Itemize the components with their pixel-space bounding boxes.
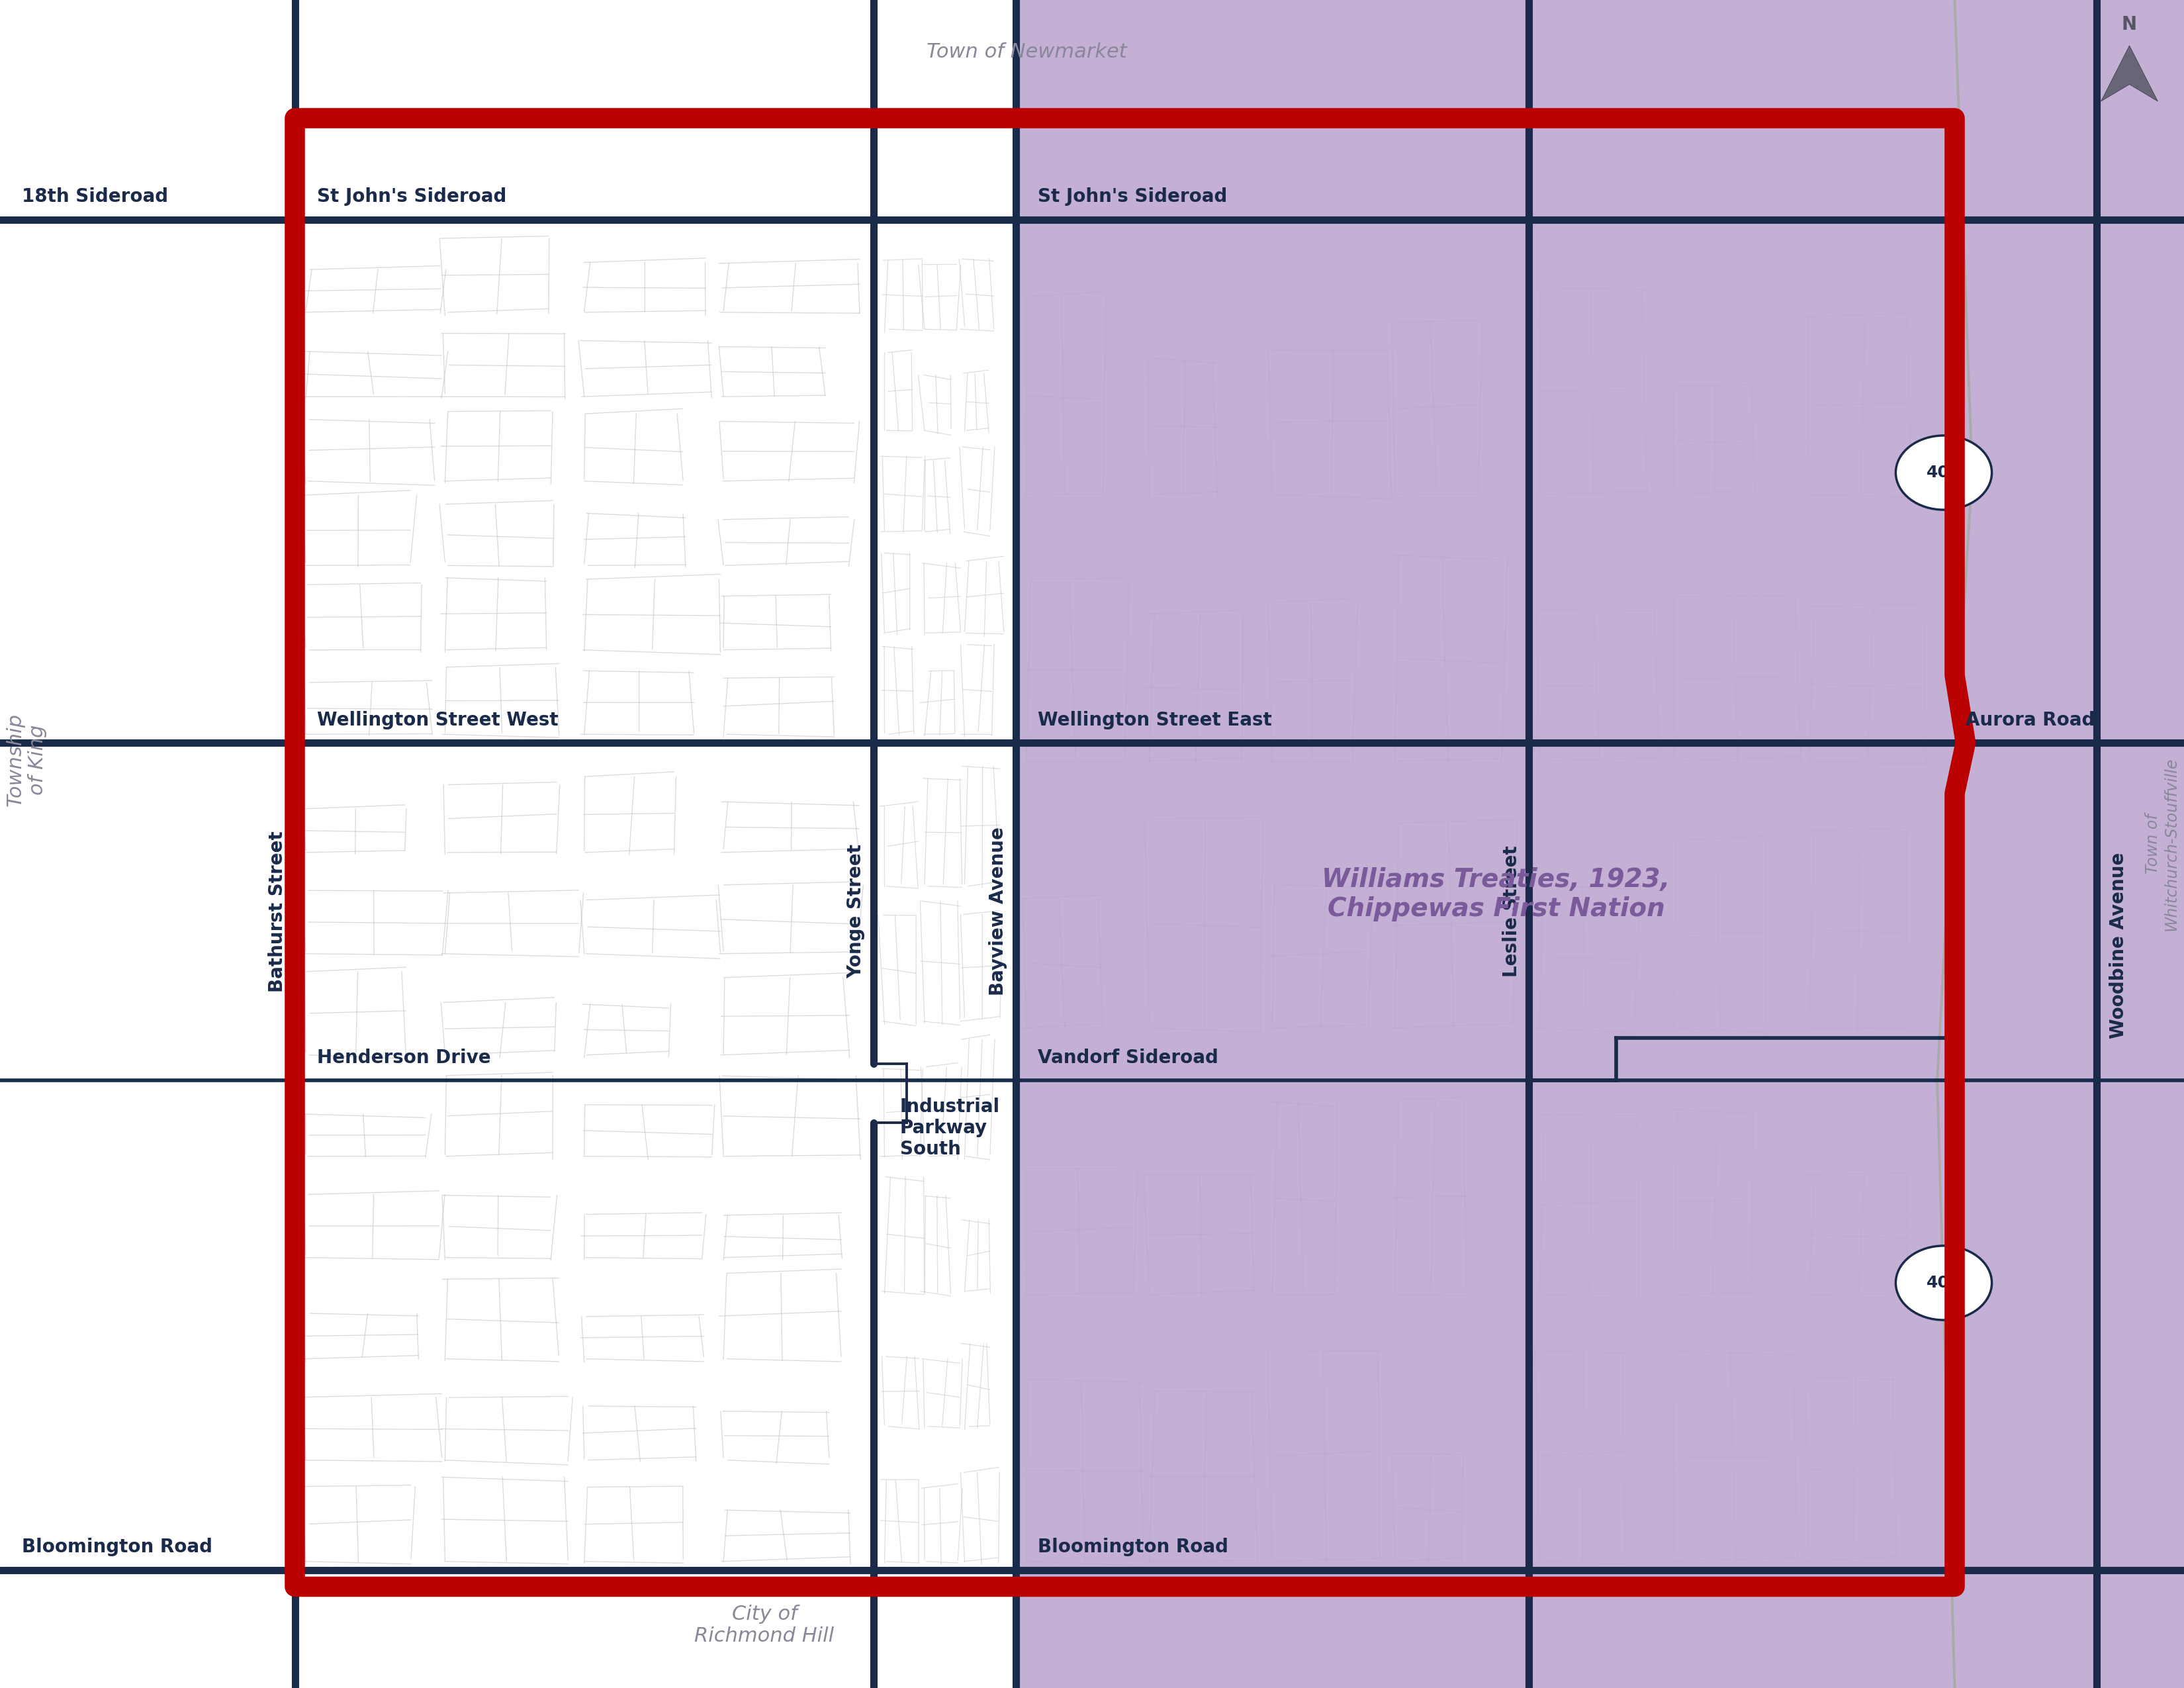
Text: Henderson Drive: Henderson Drive (317, 1048, 491, 1067)
Text: 404: 404 (1926, 464, 1961, 481)
Text: Bloomington Road: Bloomington Road (22, 1538, 212, 1556)
Text: Williams Treaties, 1923,
Chippewas First Nation: Williams Treaties, 1923, Chippewas First… (1321, 868, 1671, 922)
Text: Wellington Street East: Wellington Street East (1037, 711, 1271, 729)
Text: City of
Richmond Hill: City of Richmond Hill (695, 1604, 834, 1646)
Text: Vandorf Sideroad: Vandorf Sideroad (1037, 1048, 1219, 1067)
Text: Woodbine Avenue: Woodbine Avenue (2110, 852, 2127, 1038)
Text: Township
of King: Township of King (7, 712, 46, 807)
Text: Yonge Street: Yonge Street (847, 844, 865, 979)
Text: Aurora Road: Aurora Road (1966, 711, 2094, 729)
Text: Bayview Avenue: Bayview Avenue (989, 827, 1007, 996)
Text: Town of Newmarket: Town of Newmarket (926, 42, 1127, 61)
Text: Industrial
Parkway
South: Industrial Parkway South (900, 1097, 1000, 1158)
Text: Leslie Street: Leslie Street (1503, 846, 1520, 977)
Text: Town of
Whitchurch-Stouffville: Town of Whitchurch-Stouffville (2145, 758, 2180, 930)
Text: Wellington Street West: Wellington Street West (317, 711, 557, 729)
Text: N: N (2121, 15, 2138, 34)
Polygon shape (0, 0, 1016, 1688)
Text: 404: 404 (1926, 1274, 1961, 1291)
Text: Bloomington Road: Bloomington Road (1037, 1538, 1227, 1556)
Text: St John's Sideroad: St John's Sideroad (1037, 187, 1227, 206)
Text: 18th Sideroad: 18th Sideroad (22, 187, 168, 206)
Circle shape (1896, 436, 1992, 510)
Text: St John's Sideroad: St John's Sideroad (317, 187, 507, 206)
Circle shape (1896, 1246, 1992, 1320)
Text: Bathurst Street: Bathurst Street (269, 830, 286, 993)
Polygon shape (1016, 0, 2184, 1688)
Polygon shape (2101, 46, 2158, 101)
